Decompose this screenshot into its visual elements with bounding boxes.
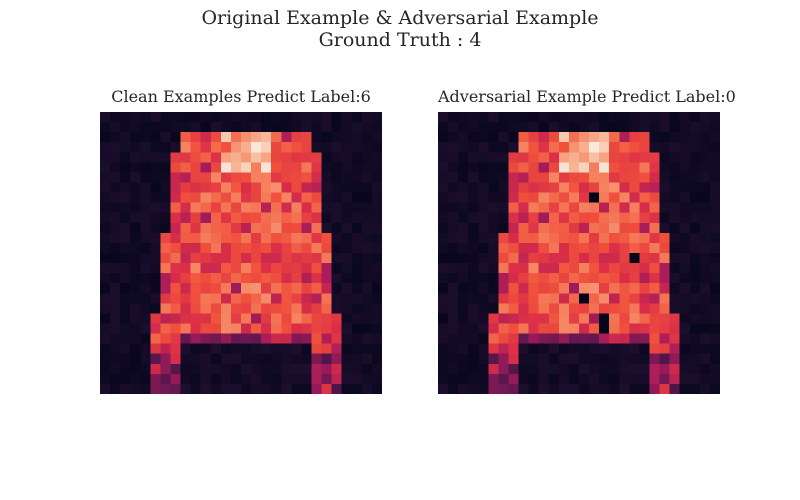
clean-example-image — [100, 112, 382, 394]
adversarial-example-image — [438, 112, 720, 394]
figure-title-line2: Ground Truth : 4 — [318, 29, 482, 51]
figure-title-line1: Original Example & Adversarial Example — [201, 7, 599, 29]
adversarial-panel-title: Adversarial Example Predict Label:0 — [438, 87, 736, 106]
clean-panel-title: Clean Examples Predict Label:6 — [111, 87, 371, 106]
